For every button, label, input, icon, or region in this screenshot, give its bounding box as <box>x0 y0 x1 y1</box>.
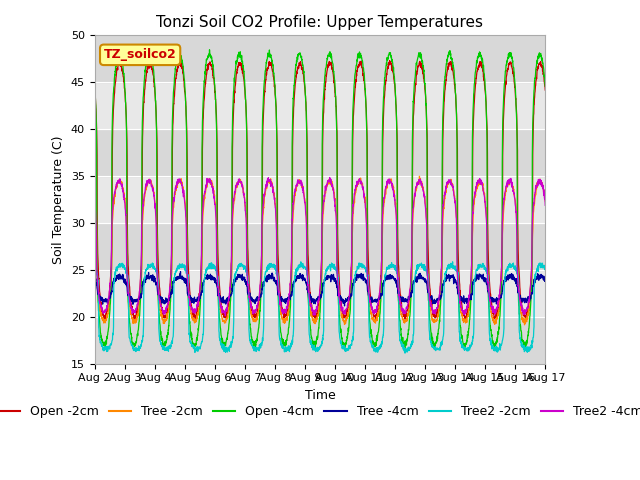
Tree2 -4cm <box>451 196 458 202</box>
Line: Tree2 -4cm: Tree2 -4cm <box>95 178 545 316</box>
Bar <box>95 129 545 176</box>
Tree2 -4cm <box>515 283 522 288</box>
Tree -4cm <box>502 278 509 284</box>
Line: Open -2cm: Open -2cm <box>95 60 545 320</box>
Tree2 -4cm <box>333 228 340 233</box>
Bar <box>95 317 545 364</box>
Tree -4cm <box>541 278 549 284</box>
Tree2 -2cm <box>502 270 509 276</box>
Tree2 -4cm <box>91 202 99 207</box>
Tree -4cm <box>515 290 522 296</box>
Open -2cm <box>332 104 340 109</box>
X-axis label: Time: Time <box>305 389 335 402</box>
Tree2 -2cm <box>91 263 99 268</box>
Tree -2cm <box>342 319 350 324</box>
Bar <box>95 36 545 82</box>
Tree -2cm <box>415 173 423 179</box>
Tree -4cm <box>342 299 350 304</box>
Bar <box>95 82 545 129</box>
Bar <box>95 176 545 223</box>
Tree -2cm <box>332 212 340 218</box>
Tree2 -4cm <box>221 313 229 319</box>
Tree -2cm <box>91 199 99 205</box>
Tree -2cm <box>451 192 458 198</box>
Tree2 -2cm <box>216 338 224 344</box>
Open -4cm <box>217 326 225 332</box>
Line: Tree -4cm: Tree -4cm <box>95 272 545 306</box>
Line: Tree2 -2cm: Tree2 -2cm <box>95 262 545 353</box>
Tree2 -4cm <box>326 175 333 180</box>
Tree -2cm <box>521 322 529 328</box>
Tree2 -2cm <box>401 350 409 356</box>
Open -2cm <box>515 253 522 259</box>
Legend: Open -2cm, Tree -2cm, Open -4cm, Tree -4cm, Tree2 -2cm, Tree2 -4cm: Open -2cm, Tree -2cm, Open -4cm, Tree -4… <box>0 400 640 423</box>
Open -4cm <box>502 67 509 72</box>
Tree -4cm <box>451 277 458 283</box>
Open -4cm <box>333 115 340 121</box>
Tree2 -2cm <box>342 348 350 353</box>
Open -4cm <box>541 84 549 89</box>
Tree2 -4cm <box>342 306 350 312</box>
Open -2cm <box>342 313 350 319</box>
Bar <box>95 223 545 270</box>
Open -2cm <box>502 78 509 84</box>
Tree2 -4cm <box>502 184 509 190</box>
Tree -2cm <box>216 306 224 312</box>
Open -4cm <box>451 75 458 81</box>
Tree2 -2cm <box>451 265 458 271</box>
Tree2 -2cm <box>515 275 522 280</box>
Open -2cm <box>216 293 224 299</box>
Open -4cm <box>401 345 409 351</box>
Tree2 -2cm <box>332 267 340 273</box>
Open -4cm <box>515 288 522 294</box>
Open -4cm <box>205 47 213 53</box>
Bar <box>95 270 545 317</box>
Tree2 -4cm <box>541 203 549 208</box>
Tree2 -4cm <box>216 302 224 308</box>
Open -2cm <box>451 82 458 87</box>
Open -4cm <box>91 84 99 90</box>
Open -2cm <box>372 317 380 323</box>
Tree -4cm <box>91 276 99 282</box>
Open -2cm <box>91 87 99 93</box>
Open -2cm <box>386 58 394 63</box>
Text: TZ_soilco2: TZ_soilco2 <box>104 48 177 61</box>
Open -2cm <box>541 87 549 93</box>
Tree -4cm <box>333 278 340 284</box>
Line: Open -4cm: Open -4cm <box>95 50 545 348</box>
Y-axis label: Soil Temperature (C): Soil Temperature (C) <box>52 135 65 264</box>
Tree -4cm <box>340 303 348 309</box>
Open -4cm <box>342 340 350 346</box>
Tree2 -2cm <box>449 259 456 264</box>
Tree -2cm <box>541 198 549 204</box>
Tree2 -2cm <box>541 264 549 269</box>
Title: Tonzi Soil CO2 Profile: Upper Temperatures: Tonzi Soil CO2 Profile: Upper Temperatur… <box>157 15 483 30</box>
Tree -2cm <box>502 188 509 193</box>
Line: Tree -2cm: Tree -2cm <box>95 176 545 325</box>
Tree -2cm <box>515 282 522 288</box>
Tree -4cm <box>217 297 225 302</box>
Tree -4cm <box>177 269 184 275</box>
